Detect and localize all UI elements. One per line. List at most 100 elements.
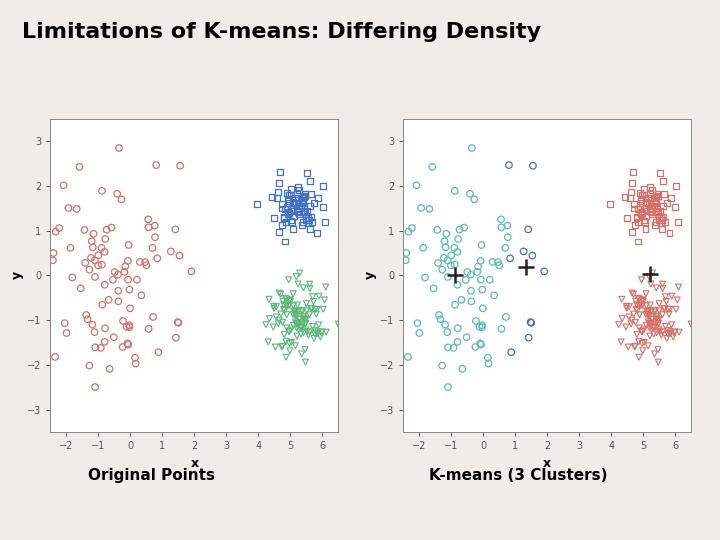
Point — [539, 267, 550, 276]
Point — [653, 213, 665, 222]
Point — [636, 190, 647, 199]
Point — [283, 301, 294, 310]
Point — [108, 333, 120, 341]
Point — [282, 202, 293, 211]
Point — [647, 204, 658, 213]
Point — [304, 280, 315, 288]
Point — [495, 223, 507, 232]
Point — [312, 329, 323, 338]
Point — [666, 321, 678, 329]
Point — [290, 200, 302, 208]
Point — [616, 314, 628, 323]
Point — [451, 280, 463, 289]
Point — [482, 353, 494, 362]
Point — [382, 128, 393, 137]
Point — [131, 275, 143, 284]
Point — [462, 268, 473, 276]
Point — [300, 191, 311, 200]
Point — [53, 224, 65, 232]
Point — [667, 333, 679, 341]
Y-axis label: y: y — [364, 271, 377, 280]
Point — [638, 206, 649, 215]
Point — [309, 199, 320, 207]
Point — [292, 280, 304, 288]
Point — [292, 312, 303, 320]
Point — [668, 328, 680, 337]
Point — [284, 296, 295, 305]
Point — [99, 338, 110, 346]
Point — [653, 315, 665, 324]
Point — [85, 254, 96, 262]
Point — [436, 361, 448, 370]
Point — [446, 251, 457, 260]
Point — [448, 343, 459, 352]
Point — [319, 218, 330, 227]
Point — [293, 209, 305, 218]
Point — [465, 271, 477, 279]
Point — [451, 338, 463, 346]
Point — [652, 191, 664, 200]
Point — [288, 307, 300, 315]
Point — [641, 307, 652, 315]
Point — [292, 307, 304, 315]
Point — [653, 216, 665, 225]
Point — [276, 200, 287, 208]
Text: Limitations of K-means: Differing Density: Limitations of K-means: Differing Densit… — [22, 22, 541, 43]
Point — [665, 193, 677, 202]
Point — [297, 312, 309, 321]
Point — [655, 214, 667, 222]
Point — [281, 310, 292, 319]
Point — [96, 186, 108, 195]
Point — [294, 323, 305, 332]
Point — [317, 202, 328, 211]
Point — [284, 301, 295, 309]
Point — [278, 214, 289, 222]
Point — [299, 204, 310, 212]
Point — [628, 290, 639, 299]
Point — [476, 241, 487, 249]
Point — [96, 300, 108, 309]
Point — [282, 208, 294, 217]
Point — [276, 342, 288, 350]
Point — [660, 218, 671, 227]
Point — [648, 202, 660, 211]
Point — [669, 328, 680, 336]
Point — [307, 297, 319, 306]
Point — [296, 306, 307, 314]
Point — [281, 323, 292, 332]
Point — [333, 320, 344, 328]
Point — [640, 310, 652, 319]
Point — [288, 199, 300, 207]
Point — [488, 291, 500, 300]
Point — [130, 353, 141, 362]
Point — [526, 251, 538, 260]
Point — [282, 188, 293, 197]
Point — [662, 199, 673, 207]
Point — [99, 280, 110, 289]
Point — [642, 308, 654, 316]
Point — [280, 294, 292, 302]
Point — [170, 225, 181, 234]
Point — [379, 113, 390, 122]
Point — [690, 214, 702, 223]
Point — [298, 314, 310, 322]
Point — [475, 340, 487, 349]
Point — [665, 329, 676, 338]
Point — [89, 343, 101, 352]
Point — [626, 187, 637, 196]
Point — [643, 319, 654, 328]
Point — [649, 322, 660, 331]
Point — [125, 304, 136, 313]
Point — [291, 207, 302, 215]
Point — [622, 343, 634, 352]
Point — [99, 235, 111, 244]
Point — [475, 275, 487, 284]
Point — [292, 319, 304, 327]
Point — [400, 256, 411, 265]
Point — [465, 297, 477, 306]
Point — [636, 199, 647, 207]
Point — [304, 215, 315, 224]
Point — [99, 247, 110, 256]
Point — [412, 319, 423, 327]
Point — [660, 293, 671, 301]
